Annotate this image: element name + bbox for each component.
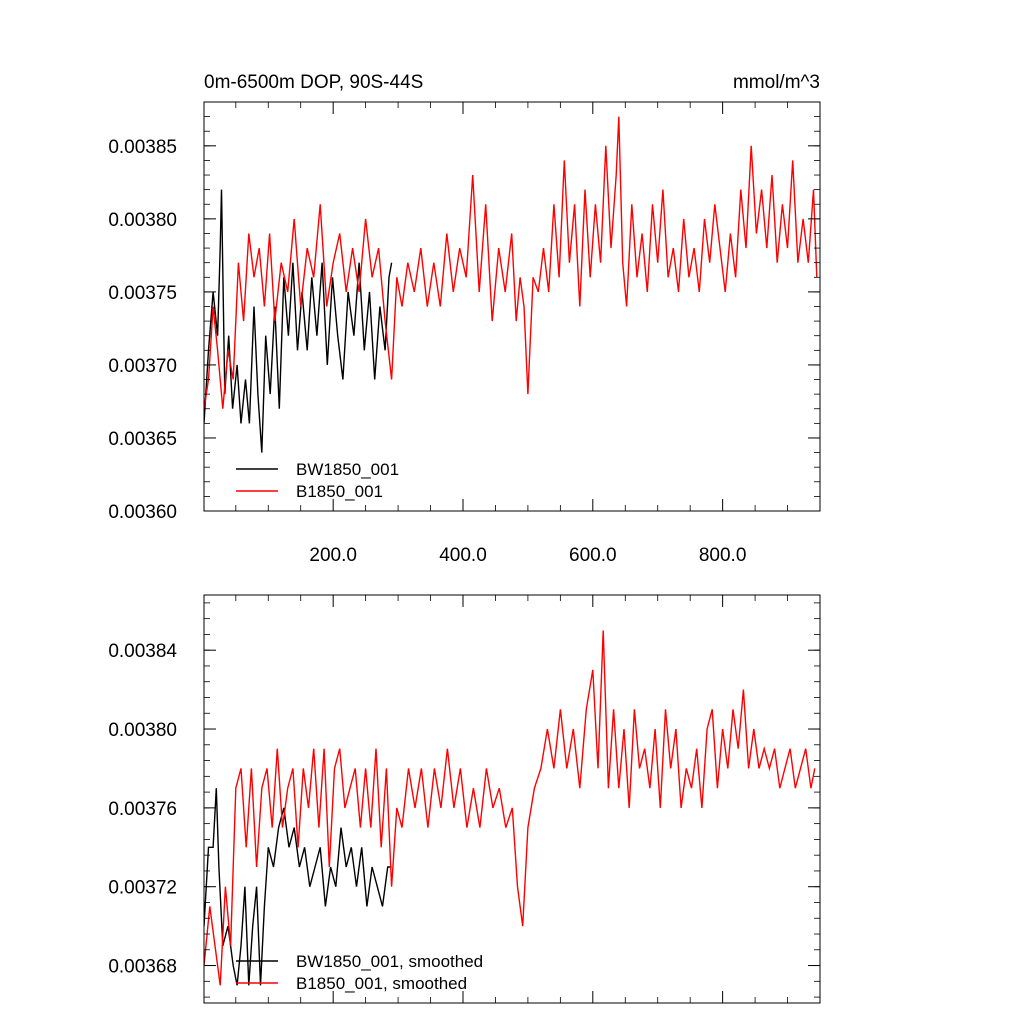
panel1-y-tick-label: 0.00360 [108, 502, 177, 523]
panel2-legend-label-2: B1850_001, smoothed [296, 974, 467, 993]
panel2-y-tick-label: 0.00368 [108, 957, 177, 978]
panel2-y-tick-label: 0.00380 [108, 720, 177, 741]
panel1-y-tick-label: 0.00385 [108, 137, 177, 158]
panel1-plot: 0.00360 0.00365 0.00370 0.00375 0.00380 0.003… [108, 101, 821, 566]
panel1-legend-label-1: BW1850_001 [296, 460, 399, 479]
panel1-y-tick-label: 0.00365 [108, 429, 177, 450]
panel1-y-tick-label: 0.00375 [108, 283, 177, 304]
panel2-y-tick-label: 0.00372 [108, 878, 177, 899]
panel2-frame [203, 594, 821, 1004]
panel1-frame [203, 101, 821, 512]
panel1-y-tick-label: 0.00370 [108, 356, 177, 377]
panel1-title: 0m-6500m DOP, 90S-44S [204, 72, 423, 93]
panel1-series-1-line [204, 189, 393, 453]
panel2-series-1-line [204, 788, 392, 986]
panel2-y-tick-label: 0.00384 [108, 641, 177, 662]
panel2-legend-label-1: BW1850_001, smoothed [296, 952, 483, 971]
panel2-y-tick-label: 0.00376 [108, 799, 177, 820]
panel1-units: mmol/m^3 [733, 72, 820, 93]
panel1-x-tick-label: 400.0 [439, 545, 487, 566]
panel1-y-tick-label: 0.00380 [108, 210, 177, 231]
panel1-x-tick-label: 600.0 [569, 545, 617, 566]
panel2-plot: 0.00368 0.00372 0.00376 0.00380 0.00384 BW185… [108, 594, 821, 1004]
panel1-legend-label-2: B1850_001 [296, 482, 383, 501]
panel2-series-2-line [204, 630, 816, 986]
panel1-x-tick-label: 800.0 [699, 545, 747, 566]
panel1-x-tick-label: 200.0 [309, 545, 357, 566]
panel1-series-2-line [204, 116, 818, 409]
